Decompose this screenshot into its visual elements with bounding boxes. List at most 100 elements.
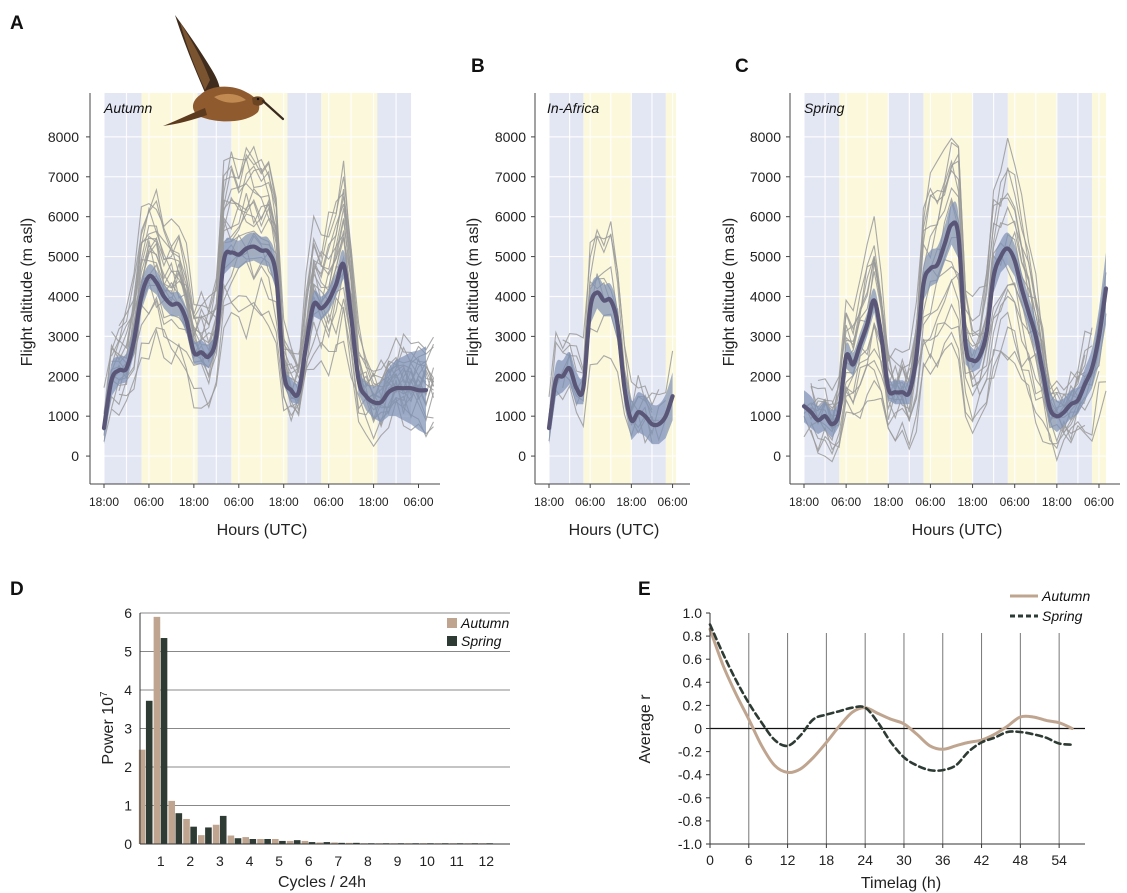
- panel-label-a: A: [10, 13, 24, 34]
- panel-d-legend-spring: Spring: [461, 633, 502, 649]
- panel-e-series-lines: [708, 623, 1074, 775]
- panel-d-bar-spring-9: [279, 840, 286, 844]
- panel-d-xtick-10: 10: [419, 853, 435, 869]
- panel-e-ytick-10: -1.0: [678, 836, 702, 852]
- panel-a-xtick-6: 18:00: [359, 495, 389, 509]
- panel-d-xtick-4: 4: [246, 853, 254, 869]
- panel-a-xtick-0: 18:00: [89, 495, 119, 509]
- panel-d-ytick-3: 3: [124, 721, 132, 737]
- panel-a-xtick-2: 18:00: [179, 495, 209, 509]
- panel-c-xtick-6: 18:00: [1042, 495, 1072, 509]
- panel-a-y-axis-title: Flight altitude (m asl): [19, 218, 36, 367]
- panel-d-legend-swatch-autumn: [447, 618, 457, 628]
- panel-c-ytick-4: 4000: [750, 288, 781, 304]
- panel-e-xtick-8: 48: [1013, 852, 1029, 868]
- panel-b-xtick-3: 06:00: [658, 495, 688, 509]
- panel-e-legend: Autumn Spring: [1010, 588, 1090, 624]
- panel-a-ytick-8: 8000: [48, 129, 79, 145]
- panel-b-day-band-1: [665, 93, 676, 484]
- panel-a-axes: 0 1000 2000 3000 4000 5000 6000 7000 8000 18:00 06…: [48, 93, 440, 509]
- panel-e-ytick-1: 0.8: [683, 628, 703, 644]
- panel-d-bar-spring-8: [264, 838, 271, 844]
- panel-a-ytick-0: 0: [71, 448, 79, 464]
- panel-b-ytick-0: 0: [518, 448, 526, 464]
- panel-d-bar-spring-11: [308, 842, 316, 844]
- panel-a-ytick-7: 7000: [48, 169, 79, 185]
- panel-d-y-axis-title-exponent: 7: [99, 691, 110, 697]
- panel-e-xtick-0: 0: [706, 852, 714, 868]
- panel-d-bar-spring-12: [323, 842, 331, 844]
- panel-b-ytick-5: 5000: [495, 249, 526, 265]
- panel-d-legend-autumn: Autumn: [460, 615, 509, 631]
- panel-a-altitude-autumn: 0 1000 2000 3000 4000 5000 6000 7000 8000 18:00 06…: [19, 93, 440, 539]
- panel-b-x-axis-title: Hours (UTC): [569, 522, 660, 539]
- panel-d-bar-spring-2: [175, 813, 183, 844]
- panel-d-ytick-6: 6: [124, 605, 132, 621]
- panel-d-xtick-2: 2: [186, 853, 194, 869]
- panel-b-ytick-3: 3000: [495, 328, 526, 344]
- panel-b-night-band-0: [549, 93, 584, 484]
- panel-c-mean-line: [801, 220, 1109, 427]
- panel-b-confidence-band: [549, 276, 673, 445]
- panel-e-y-axis-title: Average r: [637, 694, 654, 764]
- panel-d-bar-spring-1: [160, 638, 168, 844]
- panel-e-line-spring: [708, 623, 1074, 772]
- panel-c-xtick-2: 18:00: [873, 495, 903, 509]
- panel-e-xtick-3: 18: [819, 852, 835, 868]
- panel-a-track-15: [118, 213, 434, 392]
- panel-c-confidence-band: [804, 201, 1106, 439]
- panel-b-season-label: In-Africa: [547, 100, 599, 116]
- panel-b-ytick-7: 7000: [495, 169, 526, 185]
- panel-a-ytick-1: 1000: [48, 408, 79, 424]
- panel-b-ytick-4: 4000: [495, 288, 526, 304]
- panel-e-ytick-8: -0.6: [678, 790, 702, 806]
- panel-d-xtick-11: 11: [449, 853, 464, 869]
- panel-d-bars: [138, 616, 493, 844]
- panel-a-xtick-4: 18:00: [269, 495, 299, 509]
- panel-label-c: C: [735, 56, 749, 77]
- panel-b-track-0: [548, 221, 660, 407]
- panel-e-xtick-4: 24: [857, 852, 873, 868]
- panel-a-night-band-1: [197, 93, 232, 484]
- panel-e-xtick-1: 6: [745, 852, 753, 868]
- panel-d-xtick-6: 6: [305, 853, 313, 869]
- panel-c-season-label: Spring: [804, 100, 845, 116]
- panel-c-ytick-5: 5000: [750, 249, 781, 265]
- panel-b-ytick-8: 8000: [495, 129, 526, 145]
- panel-c-axes: 0 1000 2000 3000 4000 5000 6000 7000 8000 18:00 06…: [750, 93, 1120, 509]
- panel-a-track-6: [103, 305, 434, 442]
- panel-c-ytick-7: 7000: [750, 169, 781, 185]
- snipe-bird-illustration: [163, 15, 285, 126]
- panel-e-xtick-2: 12: [780, 852, 796, 868]
- panel-a-track-5: [118, 301, 434, 448]
- panel-d-xtick-1: 1: [157, 853, 165, 869]
- panel-c-ytick-1: 1000: [750, 408, 781, 424]
- panel-d-x-axis-title: Cycles / 24h: [278, 874, 366, 891]
- panel-c-xtick-4: 18:00: [958, 495, 988, 509]
- panel-c-xtick-5: 06:00: [1000, 495, 1030, 509]
- panel-a-ytick-3: 3000: [48, 328, 79, 344]
- panel-c-ytick-2: 2000: [750, 368, 781, 384]
- panel-d-bar-spring-7: [249, 838, 257, 844]
- panel-e-ytick-9: -0.8: [678, 813, 702, 829]
- panel-b-xtick-0: 18:00: [534, 495, 564, 509]
- panel-d-bar-spring-10: [293, 840, 301, 844]
- panel-d-xtick-12: 12: [479, 853, 495, 869]
- panel-d-legend-swatch-spring: [447, 636, 457, 646]
- panel-e-legend-spring: Spring: [1042, 608, 1083, 624]
- panel-a-ytick-4: 4000: [48, 288, 79, 304]
- panel-c-xtick-0: 18:00: [789, 495, 819, 509]
- panel-d-xtick-9: 9: [394, 853, 402, 869]
- panel-d-bar-autumn-10: [286, 840, 294, 844]
- panel-c-track-13: [810, 152, 1093, 423]
- panel-d-bar-autumn-11: [301, 840, 309, 844]
- panel-e-legend-autumn: Autumn: [1041, 588, 1090, 604]
- panel-a-xtick-5: 06:00: [314, 495, 344, 509]
- panel-e-ytick-6: -0.2: [678, 744, 702, 760]
- panel-a-ytick-2: 2000: [48, 368, 79, 384]
- panel-c-ytick-0: 0: [773, 448, 781, 464]
- panel-label-e: E: [638, 579, 651, 600]
